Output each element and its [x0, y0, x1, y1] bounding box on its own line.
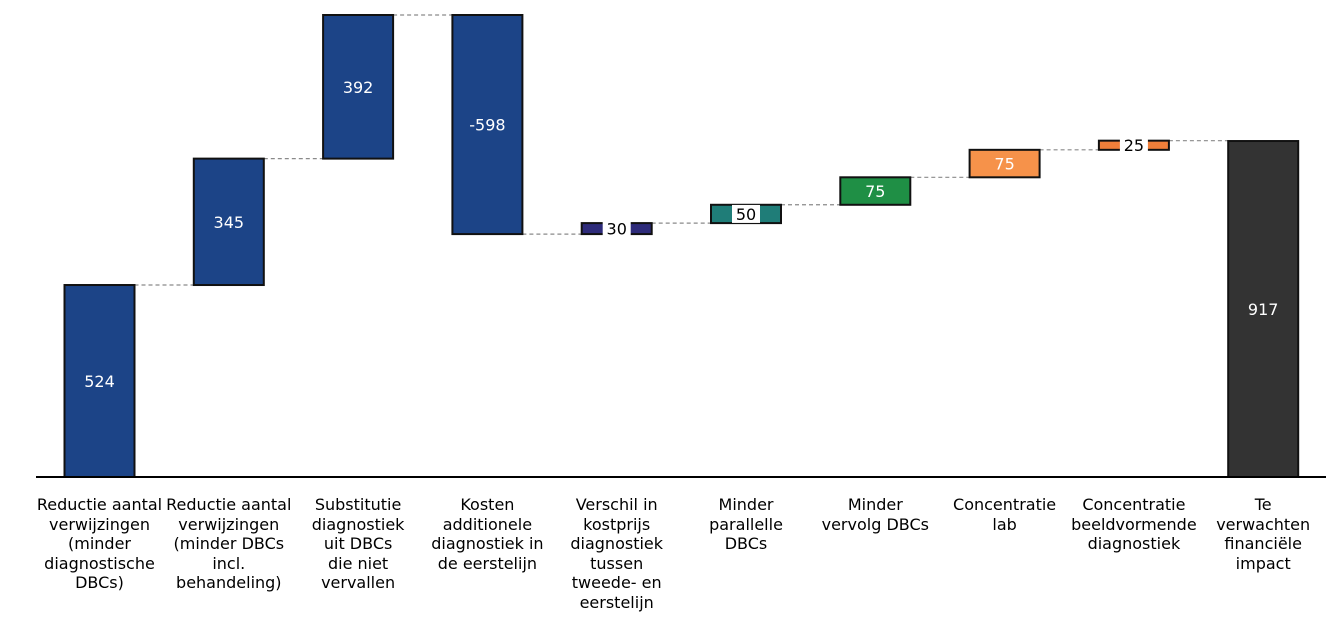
- category-label: Reductie aantal verwijzingen (minder dia…: [36, 495, 163, 592]
- bar-value-label: 50: [736, 205, 756, 224]
- bar-value-label-bg: [602, 219, 631, 238]
- category-label: Reductie aantal verwijzingen (minder DBC…: [166, 495, 292, 592]
- bar-value-label: 345: [214, 213, 245, 232]
- bar: [322, 14, 395, 160]
- bar: [451, 14, 524, 236]
- category-label: Te verwachten financiële impact: [1216, 495, 1311, 573]
- bar-value-label: 392: [343, 78, 374, 97]
- category-label: Minder parallelle DBCs: [709, 495, 783, 553]
- category-label: Substitutie diagnostiek uit DBCs die nie…: [311, 495, 405, 592]
- category-label: Concentratie beeldvormende diagnostiek: [1071, 495, 1197, 553]
- bar: [192, 157, 265, 287]
- bar: [839, 176, 912, 206]
- category-label: Verschil in kostprijs diagnostiek tussen…: [570, 495, 664, 612]
- bar-value-label: 917: [1248, 300, 1279, 319]
- bar: [63, 284, 136, 479]
- bar-value-label: 25: [1124, 136, 1144, 155]
- category-label: Minder vervolg DBCs: [821, 495, 929, 534]
- bar-value-label: -598: [469, 116, 505, 135]
- bar: [1227, 140, 1300, 479]
- category-label: Concentratie lab: [953, 495, 1057, 534]
- category-label: Kosten additionele diagnostiek in de eer…: [431, 495, 544, 573]
- bar-value-label: 30: [607, 220, 627, 239]
- bar-value-label: 524: [84, 372, 115, 391]
- bar-value-label-bg: [732, 204, 760, 223]
- bar-value-label: 75: [994, 155, 1014, 174]
- bar-value-label-bg: [1119, 136, 1148, 155]
- bar: [968, 148, 1041, 179]
- bar-value-label: 75: [865, 182, 885, 201]
